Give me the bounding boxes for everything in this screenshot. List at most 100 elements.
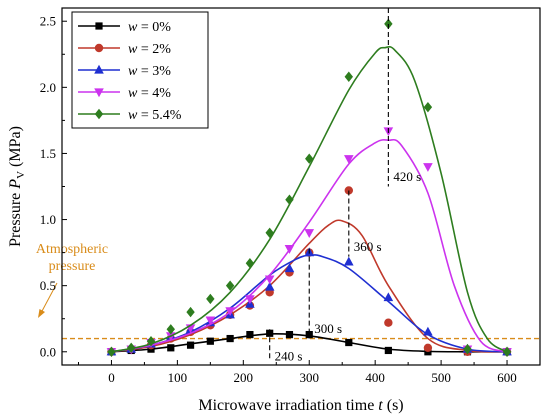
data-point — [384, 18, 393, 30]
x-axis-title-var: t — [378, 397, 383, 414]
x-axis-title-main: Microwave irradiation time — [198, 397, 378, 414]
y-tick-label: 1.5 — [40, 146, 56, 161]
data-point — [304, 229, 315, 238]
y-axis-title-sub: V — [15, 171, 27, 179]
y-tick-label: 1.0 — [40, 212, 56, 227]
legend-entry-3: w = 4% — [78, 86, 171, 101]
atmospheric-pressure-arrow — [40, 282, 58, 314]
legend-marker — [94, 43, 104, 53]
data-point — [305, 153, 314, 164]
legend-label: w = 2% — [128, 42, 171, 57]
data-point — [186, 341, 195, 349]
legend-label: w = 5.4% — [128, 108, 182, 123]
legend-marker — [94, 64, 104, 74]
legend-label-var: w — [128, 108, 138, 123]
data-point — [285, 194, 294, 205]
x-tick-label: 400 — [365, 370, 385, 385]
peak-time-label: 240 s — [275, 349, 303, 364]
data-point — [245, 295, 255, 305]
data-point — [344, 155, 354, 164]
y-tick-label: 0.5 — [40, 278, 56, 293]
data-point — [246, 330, 254, 339]
x-tick-label: 200 — [234, 370, 254, 385]
data-point — [186, 306, 195, 318]
legend-label-var: w — [128, 86, 138, 101]
data-point — [423, 163, 433, 172]
data-point — [245, 257, 255, 269]
data-point — [344, 256, 354, 266]
legend-label: w = 3% — [128, 64, 171, 79]
peak-time-label: 300 s — [314, 321, 342, 336]
data-point — [166, 324, 175, 335]
legend-label: w = 0% — [128, 20, 171, 35]
legend-label-rest: = 2% — [137, 42, 171, 57]
atmospheric-pressure-label-line: Atmospheric — [36, 242, 108, 257]
data-point — [384, 346, 392, 355]
data-point — [423, 101, 433, 113]
legend: w = 0%w = 2%w = 3%w = 4%w = 5.4% — [71, 11, 209, 129]
series-4 — [107, 18, 512, 357]
data-point — [284, 263, 295, 273]
legend-marker — [94, 108, 104, 120]
x-axis-title-unit: (s) — [383, 397, 404, 414]
data-point — [384, 318, 393, 327]
x-axis-title: Microwave irradiation time t (s) — [198, 397, 403, 414]
data-point — [107, 346, 116, 357]
series-fit-line — [111, 45, 508, 353]
legend-label-var: w — [128, 42, 138, 57]
legend-entry-1: w = 2% — [78, 42, 171, 57]
data-point — [344, 71, 353, 82]
y-axis-title-main: Pressure — [7, 189, 24, 247]
data-point — [345, 338, 353, 347]
x-tick-label: 0 — [108, 370, 115, 385]
data-point — [502, 346, 512, 357]
legend-label: w = 4% — [128, 86, 171, 101]
data-point — [305, 330, 313, 339]
peak-time-label: 360 s — [354, 239, 382, 254]
legend-entry-0: w = 0% — [78, 20, 171, 35]
data-point — [423, 343, 433, 353]
data-point — [206, 337, 214, 345]
axes: 0 100 200 300 400 500 600 0.0 0.5 1.0 1.5 2.0 2.5 Mic… — [7, 7, 541, 414]
atmospheric-pressure-label-line: pressure — [49, 259, 96, 274]
data-point — [167, 344, 175, 352]
legend-label-var: w — [128, 20, 138, 35]
legend-label-rest: = 0% — [137, 20, 171, 35]
series-fit-line — [111, 138, 508, 353]
atmospheric-pressure-label: Atmospheric pressure — [36, 242, 108, 274]
data-point — [264, 281, 275, 291]
legend-label-rest: = 4% — [137, 86, 171, 101]
x-tick-label: 300 — [299, 370, 319, 385]
data-point — [226, 334, 234, 343]
y-axis-title: Pressure PV (MPa) — [7, 126, 27, 247]
legend-label-rest: = 5.4% — [137, 108, 181, 123]
legend-marker — [94, 88, 104, 98]
peak-time-label: 420 s — [393, 169, 421, 184]
data-point — [225, 307, 235, 316]
legend-label-rest: = 3% — [137, 64, 171, 79]
data-point — [225, 280, 235, 291]
legend-label-var: w — [128, 64, 138, 79]
plot-area: Atmospheric pressure 240 s 300 s 360 s 420 s — [36, 8, 540, 364]
x-tick-label: 100 — [168, 370, 188, 385]
y-axis-title-unit: (MPa) — [7, 126, 24, 171]
data-point — [463, 343, 472, 355]
y-axis-title-var: P — [7, 179, 24, 190]
data-point — [206, 293, 215, 305]
data-point — [423, 326, 433, 336]
legend-entry-2: w = 3% — [78, 64, 171, 79]
data-point — [127, 342, 136, 354]
data-point — [383, 292, 394, 302]
data-point — [265, 227, 274, 238]
data-point — [285, 330, 294, 339]
data-point — [205, 316, 216, 326]
legend-marker — [95, 22, 103, 30]
atmospheric-pressure-arrowhead — [38, 309, 45, 318]
data-point — [146, 336, 156, 347]
data-point — [284, 245, 295, 254]
data-point — [264, 275, 275, 285]
y-tick-label: 0.0 — [40, 344, 56, 359]
x-tick-label: 500 — [431, 370, 451, 385]
legend-entry-4: w = 5.4% — [78, 108, 182, 123]
